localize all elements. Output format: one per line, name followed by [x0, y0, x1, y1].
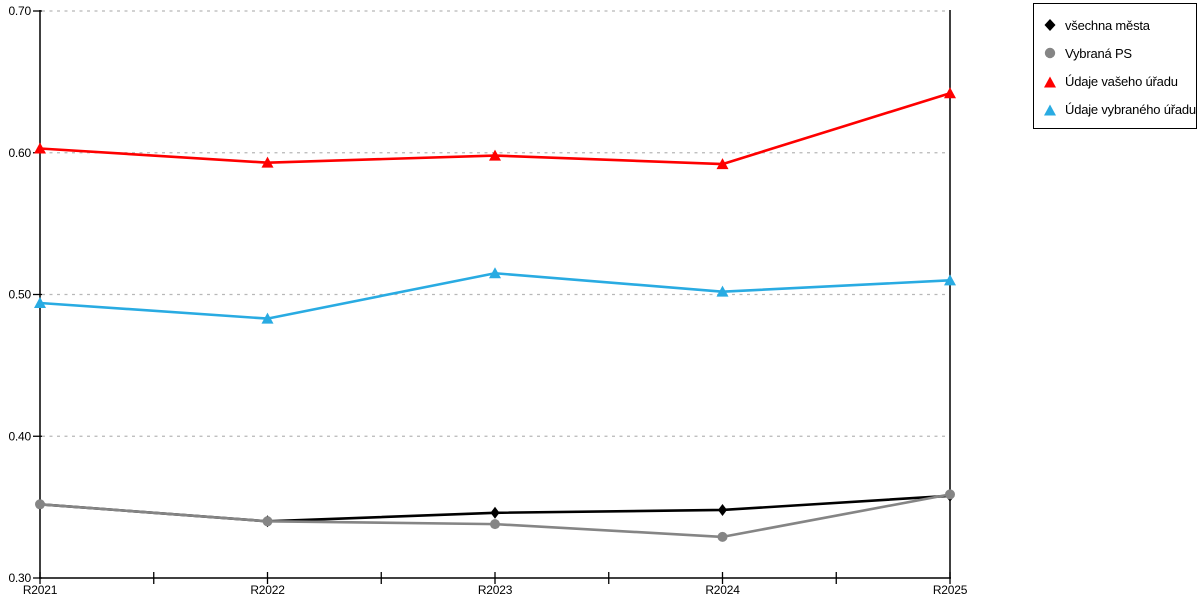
legend-label: Vybraná PS [1065, 45, 1132, 61]
data-point-triangle [944, 87, 956, 99]
data-point-triangle [716, 285, 729, 297]
legend-item: Údaje vybraného úřadu [1043, 96, 1196, 124]
x-axis-tick-label: R2022 [250, 583, 285, 597]
triangle-marker-icon [1044, 76, 1056, 88]
data-point-triangle [261, 312, 274, 324]
data-point-circle [262, 516, 273, 527]
data-point-triangle [489, 267, 501, 279]
diamond-marker-icon [1044, 19, 1056, 32]
data-point-diamond [490, 506, 500, 519]
data-point-triangle [944, 274, 956, 286]
y-axis-tick-label: 0.40 [8, 429, 31, 443]
y-axis-tick-label: 0.50 [8, 288, 31, 302]
data-point-diamond [718, 503, 727, 516]
data-point-triangle [34, 297, 46, 309]
legend-item: všechna města [1043, 11, 1192, 39]
x-axis-tick-label: R2025 [933, 583, 968, 597]
data-point-triangle [261, 156, 274, 168]
data-point-circle [35, 499, 45, 510]
data-point-triangle [716, 158, 729, 170]
data-point-triangle [489, 149, 501, 161]
x-axis-tick-label: R2023 [478, 583, 513, 597]
data-point-circle [717, 531, 728, 542]
chart-legend: všechna města Vybraná PS Údaje vašeho úřad… [1033, 3, 1197, 129]
y-axis-tick-label: 0.70 [8, 4, 31, 18]
series-line-3 [38, 271, 952, 320]
circle-marker-icon [1044, 48, 1056, 59]
legend-item: Údaje vašeho úřadu [1043, 68, 1192, 96]
legend-label: všechna města [1065, 17, 1150, 33]
data-point-circle [945, 489, 955, 500]
x-axis-tick-label: R2024 [705, 583, 740, 597]
legend-item: Vybraná PS [1043, 39, 1192, 67]
data-point-circle [490, 519, 500, 530]
y-axis-tick-label: 0.60 [8, 146, 31, 160]
x-axis-tick-label: R2021 [23, 583, 58, 597]
data-point-triangle [34, 142, 46, 154]
y-axis-tick-label: 0.30 [8, 571, 31, 585]
legend-label: Údaje vašeho úřadu [1065, 74, 1178, 90]
legend-label: Údaje vybraného úřadu [1065, 102, 1196, 118]
triangle-marker-icon [1044, 104, 1056, 116]
